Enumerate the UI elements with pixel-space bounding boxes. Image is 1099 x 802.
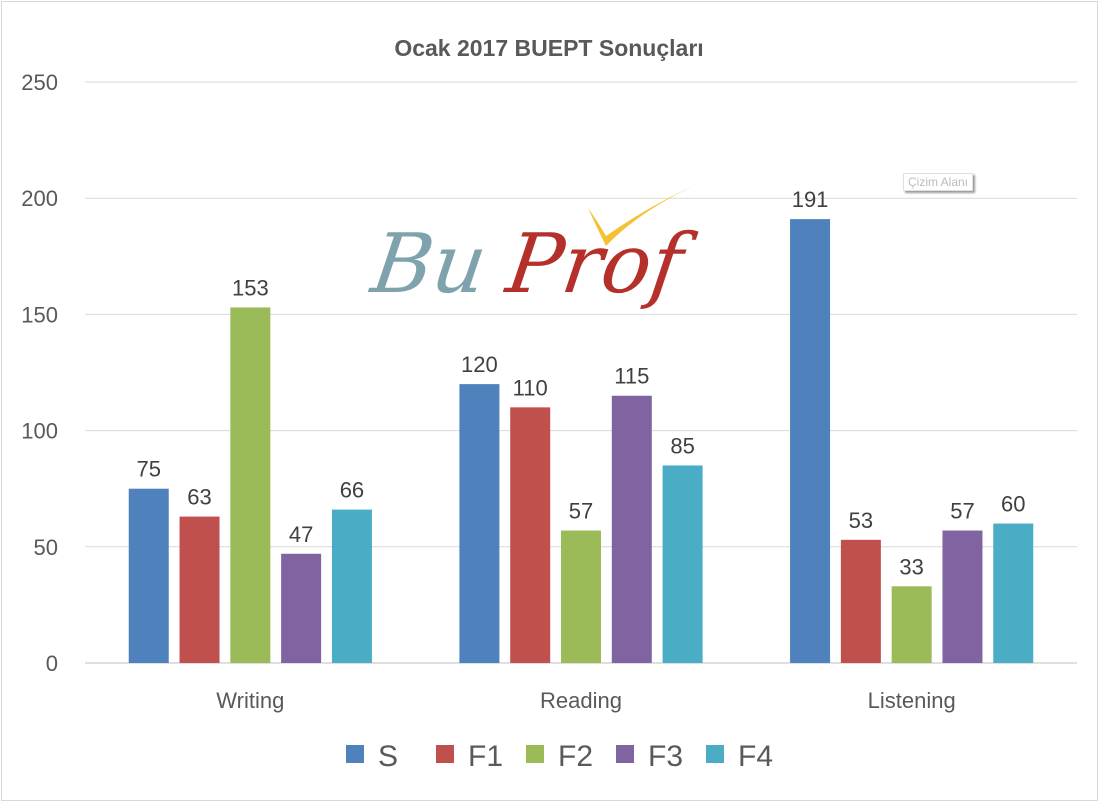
bar-reading-f1 (510, 407, 551, 663)
x-tick-label: Reading (540, 688, 622, 713)
data-label: 57 (569, 499, 593, 524)
bar-writing-s (128, 488, 169, 663)
data-label: 85 (670, 433, 694, 458)
bar-listening-s (790, 219, 831, 663)
legend-label-f4: F4 (738, 740, 773, 773)
data-label: 115 (614, 364, 649, 389)
x-tick-label: Listening (868, 688, 956, 713)
legend-swatch-f4 (706, 745, 724, 763)
y-tick-label: 100 (21, 419, 58, 444)
chart-title: Ocak 2017 BUEPT Sonuçları (394, 35, 703, 61)
data-label: 60 (1001, 492, 1025, 517)
data-label: 47 (289, 522, 313, 547)
bar-reading-s (459, 384, 500, 663)
y-tick-label: 50 (34, 535, 58, 560)
data-label: 53 (849, 508, 873, 533)
bar-writing-f1 (179, 516, 220, 663)
legend-label-f2: F2 (558, 740, 593, 773)
legend-swatch-f3 (616, 745, 634, 763)
bar-listening-f3 (942, 530, 983, 663)
y-tick-label: 150 (21, 302, 58, 327)
data-label: 191 (792, 187, 829, 212)
svg-text:Prof: Prof (499, 217, 701, 312)
data-label: 33 (899, 554, 923, 579)
data-label: 110 (513, 375, 548, 400)
bar-writing-f4 (331, 509, 372, 663)
data-label: 153 (232, 275, 269, 300)
data-label: 57 (950, 499, 974, 524)
bar-listening-f2 (891, 586, 932, 663)
svg-text:Bu: Bu (364, 217, 492, 312)
bar-writing-f2 (230, 307, 271, 663)
bar-reading-f2 (561, 530, 601, 663)
bar-reading-f4 (662, 465, 703, 663)
data-label: 120 (461, 352, 498, 377)
data-label: 63 (187, 485, 211, 510)
legend-swatch-f1 (436, 745, 454, 763)
legend-swatch-f2 (526, 745, 544, 763)
legend-swatch-s (346, 745, 364, 763)
plot-area-tooltip: Çizim Alanı (903, 173, 974, 191)
y-tick-label: 250 (21, 70, 58, 95)
legend-label-f3: F3 (648, 740, 683, 773)
y-tick-label: 0 (46, 651, 58, 676)
bar-listening-f1 (840, 539, 881, 663)
data-label: 75 (136, 457, 160, 482)
x-tick-label: Writing (216, 688, 284, 713)
legend-label-s: S (378, 740, 398, 773)
buprof-logo: Bu Prof (364, 182, 702, 312)
legend-label-f1: F1 (468, 740, 503, 773)
bar-reading-f3 (611, 395, 652, 663)
bar-listening-f4 (993, 523, 1034, 663)
bar-writing-f3 (281, 553, 322, 663)
data-label: 66 (340, 478, 364, 503)
y-tick-label: 200 (21, 186, 58, 211)
